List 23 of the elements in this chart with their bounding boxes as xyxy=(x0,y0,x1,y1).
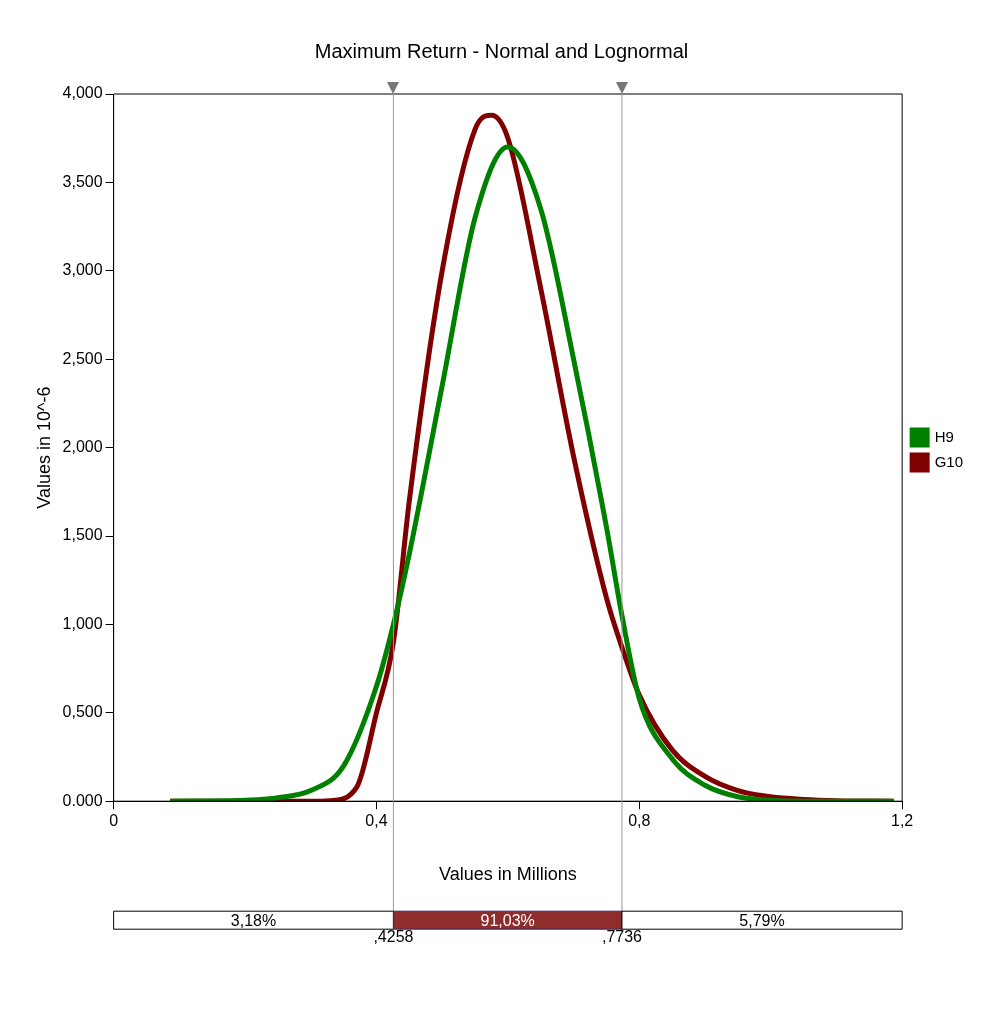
y-tick-label: 2,500 xyxy=(62,349,103,367)
text: ,4258 xyxy=(373,927,414,945)
x-tick-label: 0,8 xyxy=(628,812,651,830)
legend-label: G10 xyxy=(934,452,964,470)
x-axis-title: Values in Millions xyxy=(439,864,577,885)
y-tick-label: 4,000 xyxy=(62,84,103,102)
text: 3,18% xyxy=(230,911,277,929)
y-tick-label: 2,000 xyxy=(62,438,103,456)
text: ,7736 xyxy=(601,927,643,945)
y-tick-label: 1,000 xyxy=(62,614,103,632)
legend-label: H9 xyxy=(934,427,954,445)
y-axis-title: Values in 10^-6 xyxy=(33,386,54,509)
text: 5,79% xyxy=(739,911,785,929)
x-tick-label: 0,4 xyxy=(365,812,388,830)
y-tick-label: 0.000 xyxy=(62,791,103,809)
chart-title: Maximum Return - Normal and Lognormal xyxy=(314,39,689,62)
text: 91,03% xyxy=(480,911,535,929)
y-tick-label: 0,500 xyxy=(62,703,103,721)
x-tick-label: 0 xyxy=(109,812,119,830)
y-tick-label: 3,000 xyxy=(62,261,103,279)
x-tick-label: 1,2 xyxy=(891,812,914,830)
y-tick-label: 1,500 xyxy=(62,526,103,544)
y-tick-label: 3,500 xyxy=(62,172,103,190)
